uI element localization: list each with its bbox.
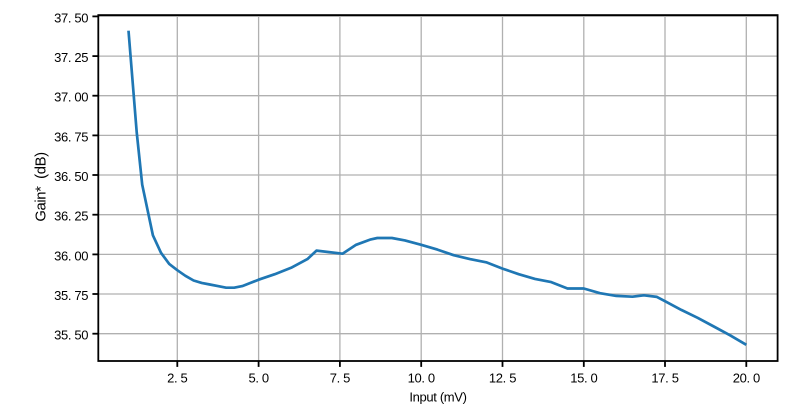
svg-text:7. 5: 7. 5: [330, 371, 350, 386]
svg-text:Gain* (dB): Gain* (dB): [34, 152, 50, 222]
svg-text:2. 5: 2. 5: [167, 371, 187, 386]
svg-text:35. 75: 35. 75: [54, 288, 88, 303]
svg-text:5. 0: 5. 0: [248, 371, 268, 386]
svg-text:36. 50: 36. 50: [54, 169, 88, 184]
svg-text:35. 50: 35. 50: [54, 328, 88, 343]
svg-text:37. 25: 37. 25: [54, 50, 88, 65]
svg-text:Input (mV): Input (mV): [409, 390, 466, 405]
svg-text:37. 00: 37. 00: [54, 90, 88, 105]
svg-text:15. 0: 15. 0: [570, 371, 597, 386]
svg-text:20. 0: 20. 0: [733, 371, 760, 386]
svg-text:36. 25: 36. 25: [54, 209, 88, 224]
svg-text:37. 50: 37. 50: [54, 10, 88, 25]
svg-text:10. 0: 10. 0: [408, 371, 435, 386]
svg-text:36. 00: 36. 00: [54, 248, 88, 263]
svg-text:12. 5: 12. 5: [489, 371, 516, 386]
svg-text:17. 5: 17. 5: [651, 371, 678, 386]
svg-text:36. 75: 36. 75: [54, 129, 88, 144]
